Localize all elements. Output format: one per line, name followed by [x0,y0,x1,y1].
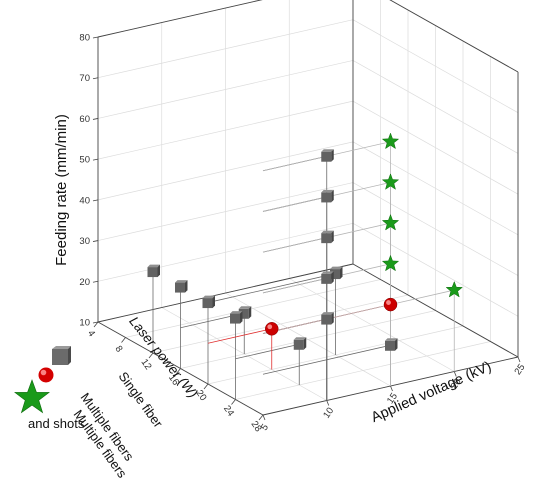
z-tick-label: 80 [79,33,90,44]
data-point-multiple-fibers-and-shots [445,280,463,298]
data-point-single-fiber [238,306,252,319]
side-wall-grid-line [352,19,519,114]
y-tick-mark [148,352,154,359]
data-point-single-fiber [321,312,334,325]
y-tick-label: 12 [139,357,154,372]
x-tick-label: 5 [259,422,271,433]
y-tick-mark [258,414,264,421]
z-tick-mark [92,321,99,324]
tick-labels: 10 20 30 40 50 60 70 80 4 8 12 16 20 24 285 10 15 20 25 [79,33,527,435]
data-point-single-fiber [202,295,215,309]
axis-box-edge [352,263,519,358]
z-tick-mark [92,36,99,39]
drop-line-horizontal [262,344,391,375]
x-tick-label: 10 [321,406,336,421]
z-tick-mark [92,118,99,120]
z-tick-label: 20 [79,277,90,288]
back-wall-grid-line [97,222,354,282]
y-tick-label: 20 [194,388,209,403]
drop-line-horizontal [207,273,336,303]
y-tick-mark [176,368,181,374]
drop-lines [152,141,455,401]
axis-box-edge [97,263,354,323]
side-wall-grid-line [352,100,519,195]
data-point-multiple-fibers-and-shots [381,132,400,150]
z-tick-mark [92,280,99,283]
z-tick-label: 10 [79,318,90,329]
star-icon [14,379,50,414]
side-wall-grid-line [352,222,519,317]
data-point-single-fiber [293,337,307,350]
side-wall-grid-line [352,182,519,276]
floor-grid-line [125,279,381,338]
y-tick-mark [93,321,99,328]
data-point-single-fiber [147,264,160,278]
drop-line-horizontal [235,343,300,360]
data-point-single-fiber [330,266,343,280]
y-tick-mark [203,383,209,390]
y-tick-label: 16 [166,373,181,388]
y-tick-mark [121,337,126,343]
x-tick-label: 15 [385,391,400,406]
data-point-single-fiber [321,149,334,162]
data-point-multiple-fibers [383,297,398,312]
data-point-single-fiber [230,311,243,324]
side-wall-grid-line [352,60,519,154]
data-point-multiple-fibers-and-shots [381,213,400,231]
data-point-single-fiber [321,230,334,244]
x-tick-label: 25 [512,362,527,377]
z-tick-label: 70 [79,73,90,84]
z-tick-mark [92,158,99,161]
y-tick-mark [231,399,236,405]
legend-label-multiple-fibers-and-shots-line2: and shots [28,416,85,431]
back-wall-grid-line [97,141,354,201]
y-tick-label: 8 [113,344,125,355]
back-wall-grid-line [97,19,354,79]
x-tick-label: 20 [449,377,464,392]
data-point-single-fiber [321,271,334,284]
sphere-icon [38,367,54,383]
cube-icon [52,346,71,365]
y-tick-label: 4 [85,328,97,339]
z-tick-mark [92,240,99,242]
floor-grid-line [180,310,436,369]
x-axis-title: Applied voltage (kV) [369,359,494,426]
x-tick-mark [390,385,393,392]
z-tick-label: 40 [79,195,90,206]
x-tick-mark [326,400,330,406]
z-tick-label: 60 [79,114,90,125]
floor-grid-line [152,294,409,354]
back-wall-grid-line [97,60,354,119]
drop-line-horizontal [262,289,455,334]
x-tick-mark [262,414,266,421]
back-wall-grid-line [97,182,354,241]
x-tick-mark [517,356,521,363]
y-tick-label: 24 [221,404,236,419]
z-axis-title: Feeding rate (mm/min) [53,114,70,266]
axis-box-edge [97,0,263,38]
legend-label-single-fiber: Single fiber [116,369,167,431]
data-point-single-fiber [321,189,334,203]
y-tick-label: 28 [249,419,264,434]
data-point-single-fiber [385,338,398,351]
axis-box-edge [389,0,519,73]
data-point-multiple-fibers-and-shots [381,173,400,190]
data-point-single-fiber [175,280,188,293]
side-wall-grid-line [352,141,519,236]
z-tick-label: 30 [79,236,90,247]
z-tick-mark [92,199,99,202]
z-tick-mark [92,77,99,80]
back-wall-grid-line [97,100,354,160]
x-tick-mark [453,371,457,377]
z-tick-label: 50 [79,155,90,166]
data-point-multiple-fibers-and-shots [381,254,400,272]
data-point-multiple-fibers [265,322,279,336]
floor-grid-line [235,341,491,400]
data-markers [147,132,463,351]
drop-line-horizontal [207,328,272,344]
